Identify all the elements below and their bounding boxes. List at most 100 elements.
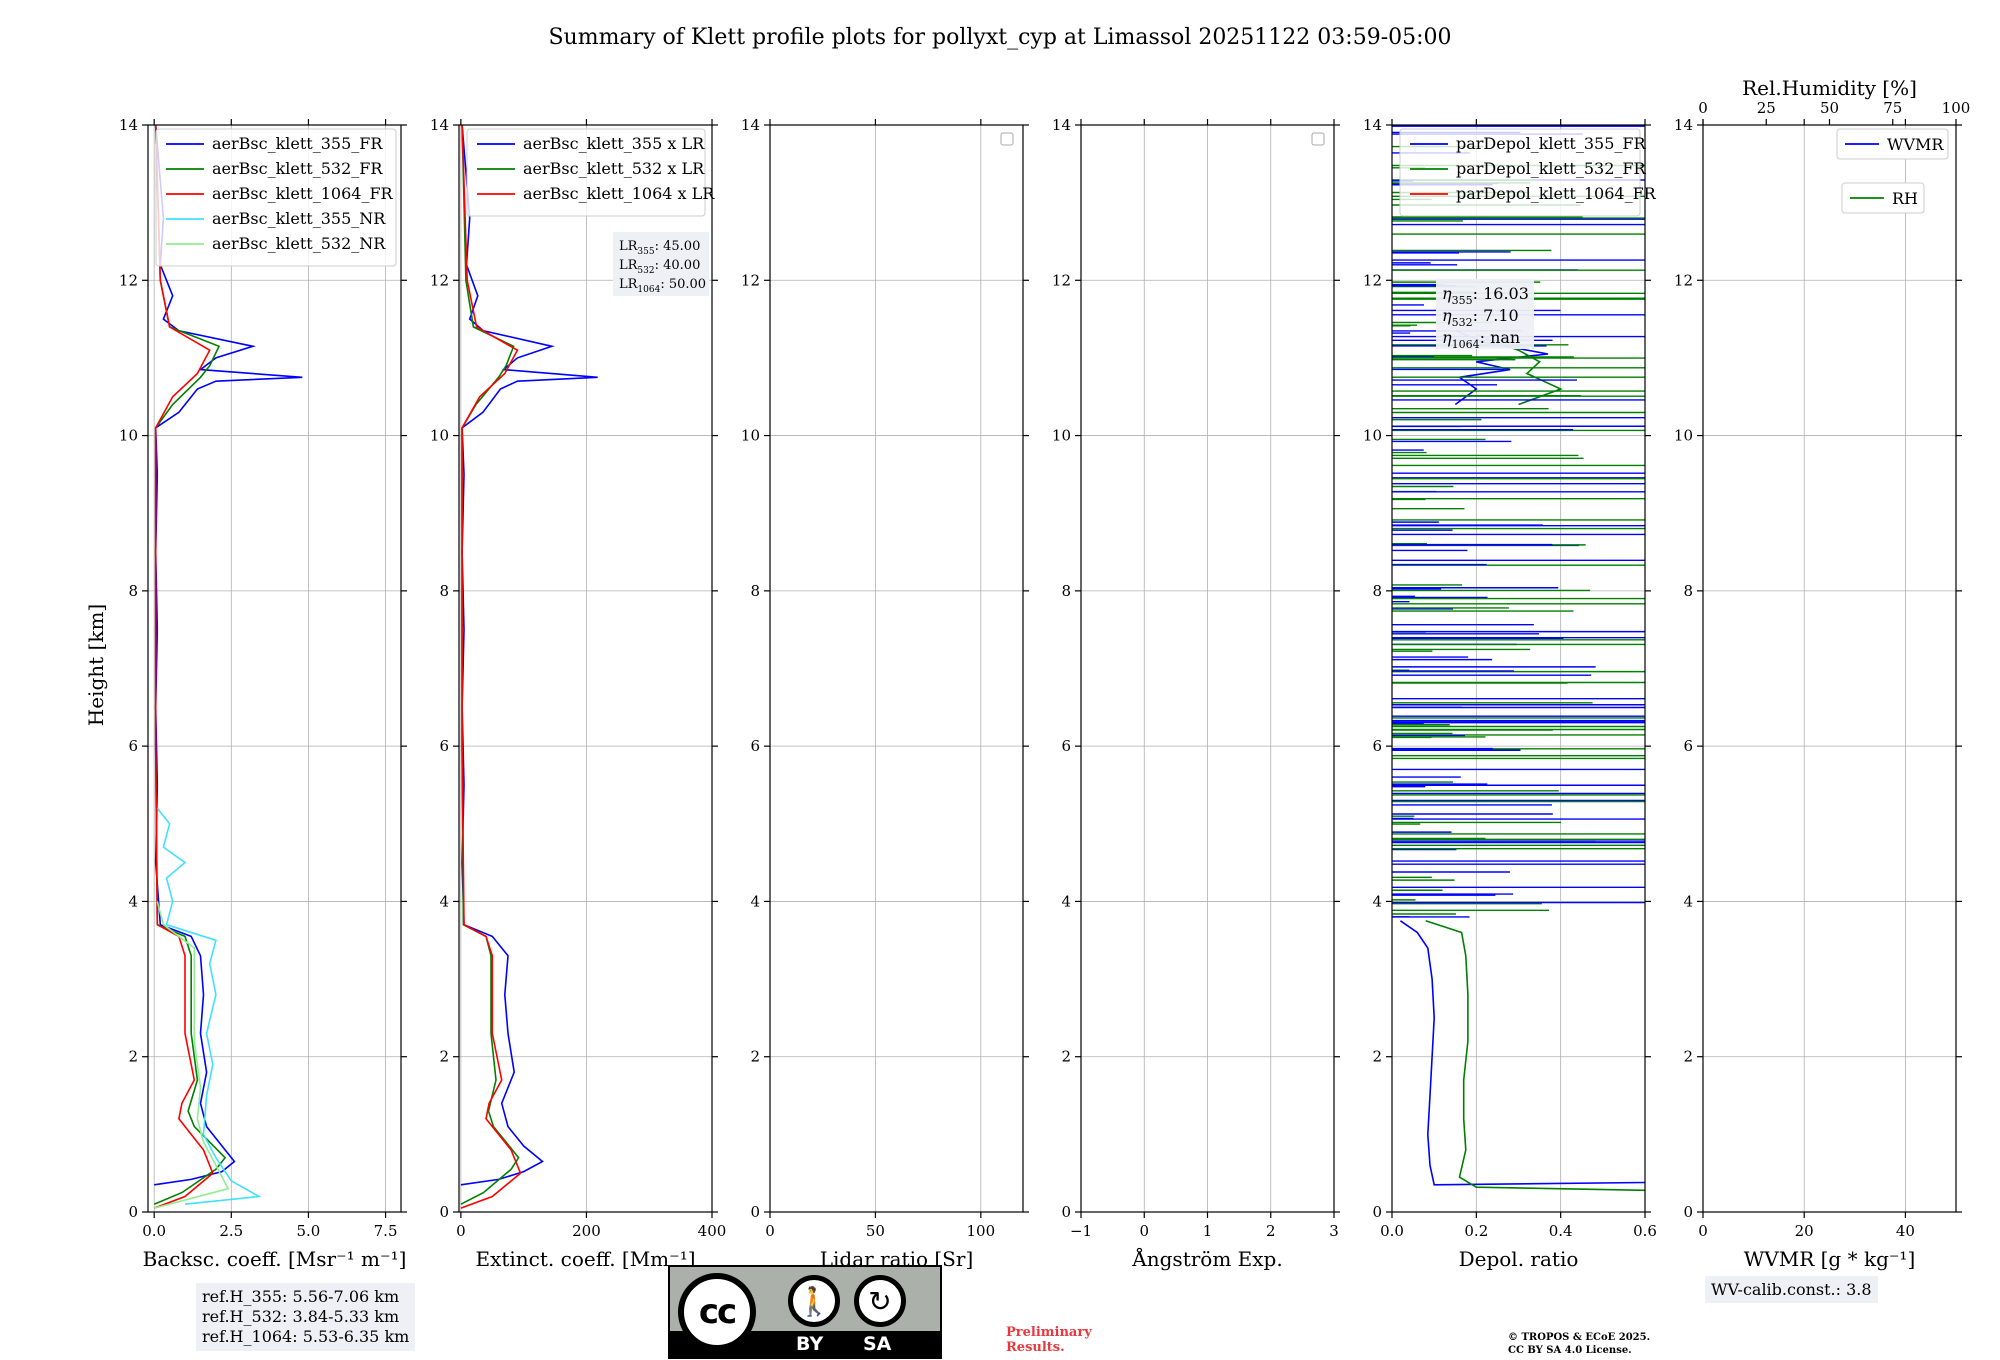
eta-annotation-box: [1436, 279, 1534, 349]
y-tick-label: 10: [1052, 427, 1071, 445]
ref-height-355: ref.H_355: 5.56-7.06 km: [202, 1287, 400, 1306]
y-tick-label: 12: [1674, 271, 1693, 289]
cc-icon: cc: [678, 1273, 756, 1351]
legend-label: parDepol_klett_532_FR: [1456, 159, 1647, 178]
y-tick-label: 12: [1363, 271, 1382, 289]
x-tick-label: 2.5: [219, 1222, 243, 1240]
y-tick-label: 4: [1372, 892, 1382, 910]
eta-separator: :: [1480, 328, 1490, 347]
y-tick-label: 4: [1683, 892, 1693, 910]
wv-calib-box: WV-calib.const.: 3.8: [1705, 1276, 1878, 1303]
ref-height-box: ref.H_355: 5.56-7.06 km ref.H_532: 3.84-…: [196, 1283, 416, 1351]
x-tick-label: 50: [866, 1222, 885, 1240]
lr-prefix: LR: [619, 277, 639, 292]
y-tick-label: 6: [439, 737, 449, 755]
y-tick-label: 0: [1372, 1203, 1382, 1221]
series-line-aerBsc_klett_532_NR: [153, 901, 230, 1209]
lr-wavelength: 355: [637, 247, 654, 257]
lr-annotation-box: [613, 232, 709, 296]
empty-legend-box: [1311, 132, 1325, 146]
panel-depol: 0 2 4 6 8 10 12 14 0.0 0.2 0.4 0.6 Depol. ratio parDe…: [1363, 116, 1657, 1271]
eta-separator: :: [1473, 284, 1483, 303]
x-tick-label: 400: [698, 1222, 727, 1240]
x-tick-label: 0: [765, 1222, 775, 1240]
series-line-parDepol_klett_532_FR: [1425, 920, 1645, 1192]
copyright-note: © TROPOS & ECoE 2025. CC BY SA 4.0 Licen…: [1508, 1331, 1650, 1357]
lr-value: 40.00: [663, 258, 700, 273]
eta-wavelength: 1064: [1452, 338, 1480, 351]
y-tick-label: 0: [439, 1203, 449, 1221]
series-line-aerBsc_klett_355_FR: [154, 125, 303, 1186]
ref-height-1064: ref.H_1064: 5.53-6.35 km: [202, 1327, 410, 1346]
lr-value: 45.00: [663, 239, 700, 254]
legend-label: aerBsc_klett_532 x LR: [523, 159, 705, 178]
y-tick-label: 12: [741, 271, 760, 289]
preliminary-note: Preliminary Results.: [1006, 1325, 1092, 1355]
y-tick-label: 8: [128, 582, 138, 600]
panel-frame: [147, 124, 402, 1213]
y-tick-label: 6: [1061, 737, 1071, 755]
y-tick-label: 2: [1683, 1048, 1693, 1066]
y-tick-label: 12: [430, 271, 449, 289]
top-x-tick-label: 100: [1942, 99, 1971, 117]
sa-label: SA: [863, 1333, 892, 1355]
y-tick-label: 0: [750, 1203, 760, 1221]
series-line-aerBsc_klett_355_NR: [156, 807, 262, 1205]
preliminary-line-1: Preliminary: [1006, 1325, 1092, 1340]
y-tick-label: 6: [1683, 737, 1693, 755]
eta-value: 16.03: [1483, 284, 1529, 303]
series-line-aerBsc_klett_1064 x LR: [460, 125, 522, 1209]
legend-label: aerBsc_klett_532_NR: [212, 234, 386, 253]
y-tick-label: 8: [1061, 582, 1071, 600]
x-tick-label: 100: [967, 1222, 996, 1240]
panel-frame: [458, 124, 713, 1213]
series-group-bsc: [153, 125, 303, 1209]
lr-separator: :: [660, 277, 669, 292]
legend-label: aerBsc_klett_532_FR: [212, 159, 383, 178]
x-tick-label: −1: [1070, 1222, 1092, 1240]
series-line-aerBsc_klett_1064_FR: [153, 125, 214, 1209]
eta-prefix: η: [1442, 306, 1452, 325]
y-tick-label: 14: [430, 116, 449, 134]
lr-label: LR355: 45.00: [619, 239, 700, 257]
y-tick-label: 10: [1363, 427, 1382, 445]
by-label: BY: [796, 1333, 824, 1355]
y-tick-label: 10: [119, 427, 138, 445]
panel-frame: [1702, 124, 1957, 1213]
eta-label: η1064: nan: [1442, 328, 1520, 351]
legend-box: [466, 128, 706, 217]
y-tick-label: 12: [1052, 271, 1071, 289]
eta-wavelength: 355: [1452, 294, 1473, 307]
panel-bsc: 0 2 4 6 8 10 12 14 0.0 2.5 5.0 7.5 Backsc. coeff. [M…: [119, 116, 407, 1271]
x-axis-label: Depol. ratio: [1459, 1247, 1579, 1271]
series-group-ext: [460, 125, 598, 1209]
eta-prefix: η: [1442, 284, 1452, 303]
eta-wavelength: 532: [1452, 316, 1473, 329]
legend-label: aerBsc_klett_1064 x LR: [523, 184, 715, 203]
x-tick-label: 0.6: [1633, 1222, 1657, 1240]
lr-prefix: LR: [619, 258, 639, 273]
legend-label: RH: [1892, 189, 1918, 208]
y-tick-label: 14: [1674, 116, 1693, 134]
eta-separator: :: [1473, 306, 1483, 325]
chart-title: Summary of Klett profile plots for polly…: [548, 25, 1451, 50]
y-tick-label: 0: [1683, 1203, 1693, 1221]
y-tick-label: 6: [128, 737, 138, 755]
x-tick-label: 20: [1795, 1222, 1814, 1240]
eta-prefix: η: [1442, 328, 1452, 347]
by-person-icon: 🚶: [788, 1275, 840, 1327]
series-line-aerBsc_klett_532_FR: [153, 125, 227, 1205]
series-group-depol: [1392, 125, 1645, 1192]
x-tick-label: 0.2: [1464, 1222, 1488, 1240]
cc-license-logo: cc 🚶 ↻ BY SA: [668, 1265, 942, 1359]
eta-label: η532: 7.10: [1442, 306, 1519, 329]
top-axis-label: Rel.Humidity [%]: [1742, 76, 1917, 100]
copyright-line-2: CC BY SA 4.0 License.: [1508, 1345, 1632, 1356]
x-tick-label: 5.0: [297, 1222, 321, 1240]
top-x-tick-label: 25: [1757, 99, 1776, 117]
y-tick-label: 2: [1372, 1048, 1382, 1066]
eta-label: η355: 16.03: [1442, 284, 1529, 307]
